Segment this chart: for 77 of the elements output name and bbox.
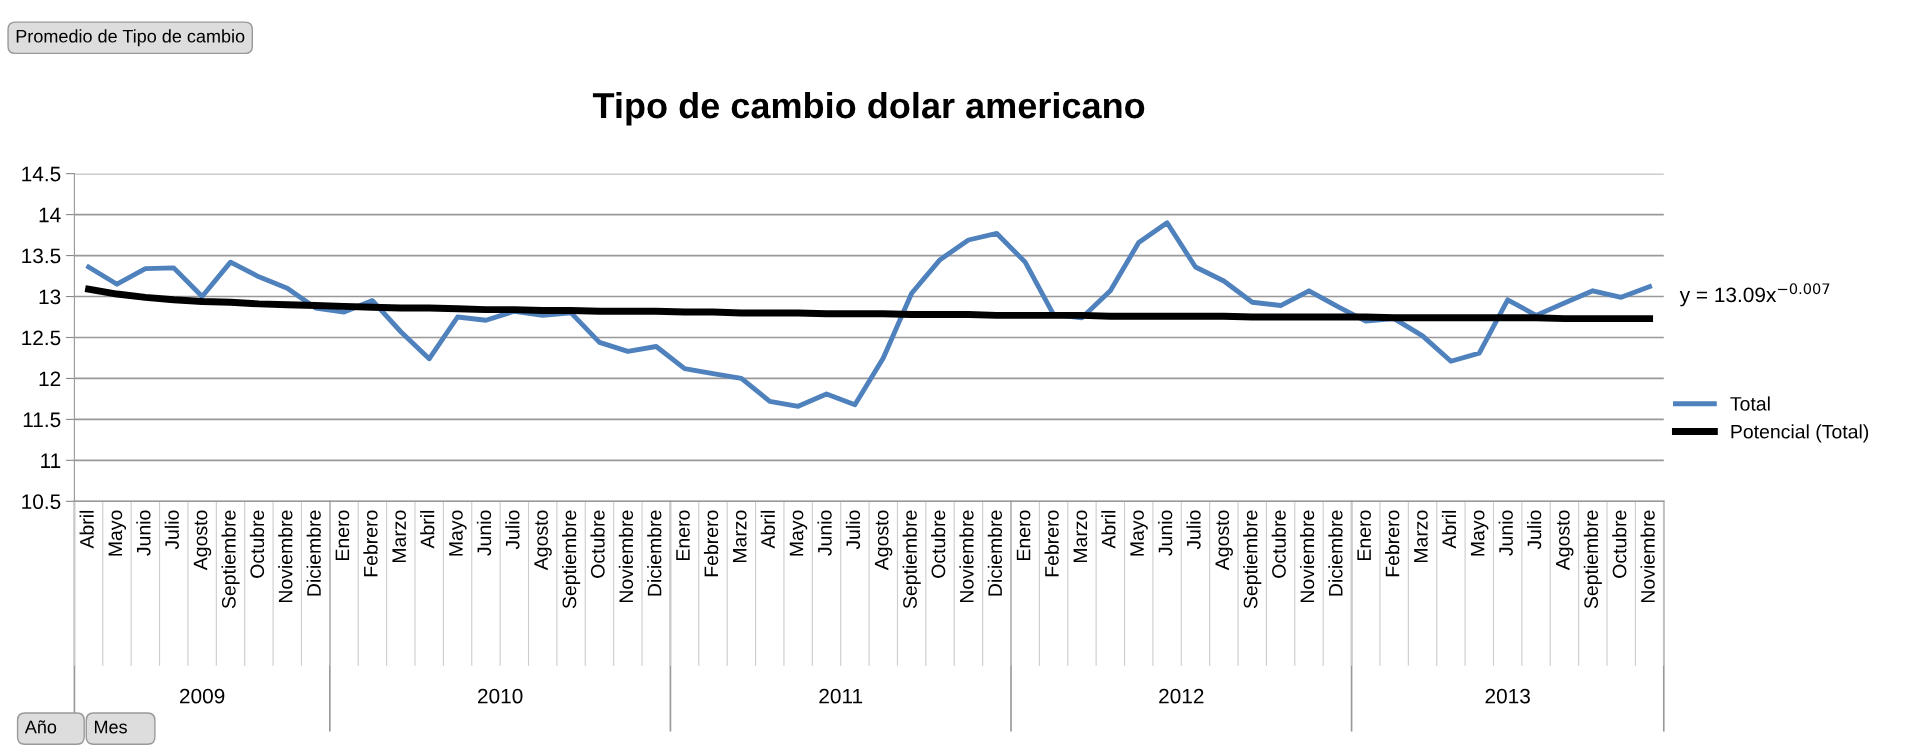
x-tick-label: Agosto (193, 510, 212, 571)
x-tick-label: Diciembre (987, 510, 1003, 596)
x-tick-label: Febrero (703, 510, 719, 577)
x-tick-label: Julio (505, 510, 520, 550)
x-tick-label: Abril (79, 510, 94, 549)
x-tick-label: Marzo (1073, 510, 1088, 563)
x-tick-label: Marzo (733, 510, 747, 563)
x-tick-label: Mayo (1130, 510, 1148, 556)
x-tick-label: Junio (476, 510, 492, 556)
y-tick-label: 10.5 (22, 494, 61, 510)
x-tick-label: Noviembre (1640, 510, 1655, 603)
x-tick-label: Agosto (1215, 510, 1233, 571)
x-tick-label: Septiembre (902, 510, 921, 609)
chart-title: Tipo de cambio dolar americano (592, 91, 1145, 126)
text: 2009 (180, 688, 225, 704)
x-tick-label: Abril (1101, 510, 1116, 549)
x-tick-label: Julio (1186, 510, 1201, 550)
text: Promedio de Tipo de cambio (16, 29, 245, 47)
x-tick-label: Mayo (108, 510, 127, 556)
x-tick-label: Febrero (1385, 510, 1400, 577)
x-tick-label: Junio (1158, 510, 1173, 556)
x-tick-label: Julio (845, 510, 861, 550)
y-tick-label: 12 (39, 371, 61, 386)
x-tick-label: Noviembre (1299, 510, 1315, 603)
text: Año (24, 720, 57, 734)
x-tick-label: Septiembre (1583, 510, 1602, 609)
x-tick-label: Septiembre (221, 510, 240, 609)
x-tick-label: Octubre (249, 510, 265, 578)
y-tick-label: 11.5 (23, 412, 61, 428)
x-tick-label: Abril (420, 510, 435, 549)
y-tick-label: 14.5 (22, 166, 61, 182)
legend-label: Total (1730, 396, 1770, 411)
x-tick-label: Octubre (590, 510, 605, 578)
x-tick-label: Mayo (789, 510, 808, 556)
x-tick-label: Marzo (1414, 510, 1428, 563)
x-tick-label: Agosto (1556, 510, 1574, 571)
x-tick-label: Octubre (930, 510, 946, 578)
x-tick-label: Junio (136, 510, 151, 556)
x-tick-label: Enero (335, 510, 350, 560)
text: 2011 (819, 688, 863, 704)
x-tick-label: Octubre (1271, 510, 1286, 578)
x-tick-label: Abril (760, 510, 775, 549)
y-tick-label: 14 (39, 207, 61, 223)
y-tick-label: 13.5 (22, 248, 61, 264)
x-tick-label: Julio (164, 510, 179, 550)
x-tick-label: Enero (676, 510, 690, 560)
x-tick-label: Abril (1441, 510, 1457, 549)
x-tick-label: Mayo (1470, 510, 1489, 556)
x-tick-label: Agosto (534, 510, 552, 571)
text: 2010 (478, 688, 523, 704)
x-tick-label: Diciembre (647, 510, 662, 596)
x-tick-label: Octubre (1612, 510, 1627, 578)
text: y = 13.09x$^{−0.007}$ (1679, 283, 1830, 307)
text: 2013 (1485, 688, 1530, 704)
x-tick-label: Noviembre (618, 510, 634, 603)
y-tick-label: 13 (39, 289, 61, 305)
x-tick-label: Febrero (363, 510, 378, 577)
x-tick-label: Junio (817, 510, 832, 556)
x-tick-label: Febrero (1044, 510, 1059, 577)
x-tick-label: Septiembre (1243, 510, 1262, 609)
legend-label: Potencial (Total) (1731, 424, 1869, 443)
x-tick-label: Diciembre (1328, 510, 1343, 596)
text: 2012 (1159, 688, 1204, 704)
x-tick-label: Septiembre (562, 510, 581, 609)
x-tick-label: Julio (1527, 510, 1542, 550)
x-tick-label: Enero (1357, 510, 1371, 560)
x-tick-label: Enero (1016, 510, 1031, 560)
x-tick-label: Junio (1498, 510, 1513, 556)
x-tick-label: Agosto (874, 510, 893, 571)
y-tick-label: 11 (41, 453, 61, 468)
x-tick-label: Mayo (449, 510, 467, 556)
y-tick-label: 12.5 (22, 330, 61, 346)
x-tick-label: Marzo (392, 510, 407, 563)
text: Mes (94, 720, 127, 734)
x-tick-label: Diciembre (306, 510, 321, 596)
x-tick-label: Noviembre (959, 510, 974, 603)
x-tick-label: Noviembre (278, 510, 293, 603)
